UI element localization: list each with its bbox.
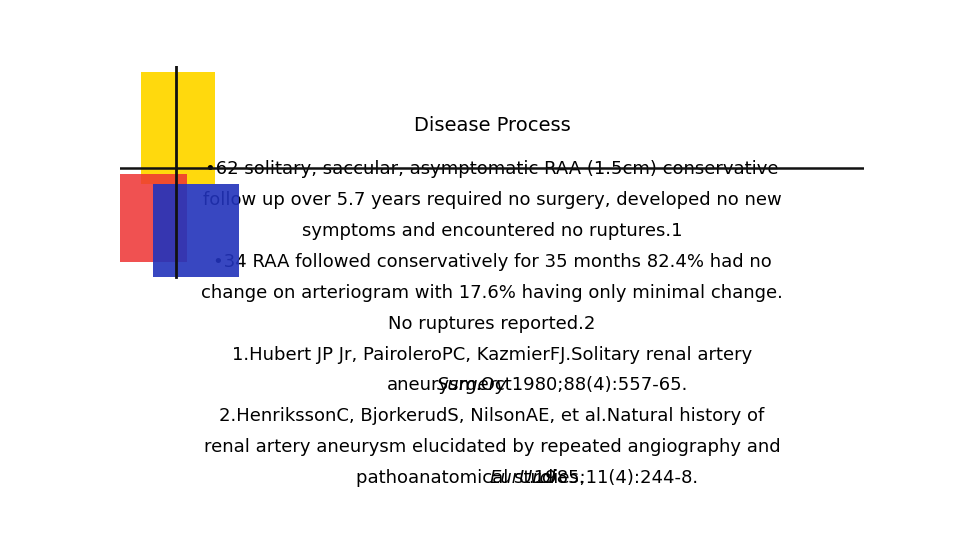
Text: •34 RAA followed conservatively for 35 months 82.4% had no: •34 RAA followed conservatively for 35 m… [212,253,772,271]
Text: symptoms and encountered no ruptures.1: symptoms and encountered no ruptures.1 [301,222,683,240]
Text: aneurysm.: aneurysm. [387,377,483,395]
Text: •62 solitary, saccular, asymptomatic RAA (1.5cm) conservative: •62 solitary, saccular, asymptomatic RAA… [205,160,779,178]
Text: EurUrol: EurUrol [490,469,556,487]
FancyBboxPatch shape [120,173,187,262]
FancyBboxPatch shape [154,184,239,277]
Text: No ruptures reported.2: No ruptures reported.2 [388,315,596,333]
Text: Surgery: Surgery [437,377,507,395]
Text: .1985;11(4):244-8.: .1985;11(4):244-8. [528,469,698,487]
Text: pathoanatomical studies.: pathoanatomical studies. [356,469,585,487]
Text: Disease Process: Disease Process [414,116,570,136]
FancyBboxPatch shape [141,72,215,184]
Text: 1.Hubert JP Jr, PairoleroPC, KazmierFJ.Solitary renal artery: 1.Hubert JP Jr, PairoleroPC, KazmierFJ.S… [232,346,752,363]
Text: 2.HenrikssonC, BjorkerudS, NilsonAE, et al.Natural history of: 2.HenrikssonC, BjorkerudS, NilsonAE, et … [220,407,764,425]
Text: follow up over 5.7 years required no surgery, developed no new: follow up over 5.7 years required no sur… [203,191,781,209]
Text: renal artery aneurysm elucidated by repeated angiography and: renal artery aneurysm elucidated by repe… [204,438,780,456]
Text: change on arteriogram with 17.6% having only minimal change.: change on arteriogram with 17.6% having … [201,284,783,302]
Text: .Oct1980;88(4):557-65.: .Oct1980;88(4):557-65. [475,377,687,395]
